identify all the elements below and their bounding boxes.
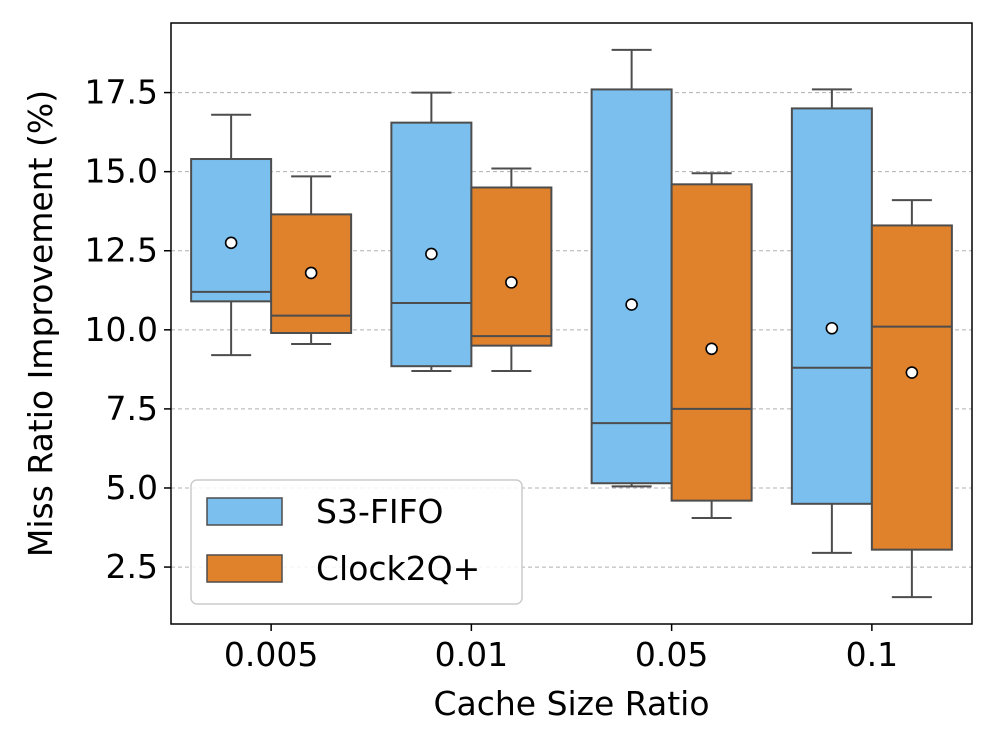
y-axis-title: Miss Ratio Improvement (%) bbox=[21, 90, 60, 557]
y-tick-label: 17.5 bbox=[85, 73, 158, 112]
y-axis: 2.5 5.0 7.5 10.0 12.5 15.0 17.5 bbox=[85, 73, 171, 586]
box-iqr bbox=[870, 224, 953, 551]
box-clock2q--0.01 bbox=[470, 167, 553, 372]
mean-marker bbox=[625, 298, 638, 311]
plot-frame bbox=[170, 22, 973, 625]
legend-label: S3-FIFO bbox=[316, 492, 444, 531]
x-tick-label: 0.05 bbox=[635, 635, 708, 674]
mean-marker bbox=[304, 266, 318, 280]
y-tick-label: 10.0 bbox=[85, 310, 158, 349]
mean-marker bbox=[705, 342, 718, 356]
mean-marker bbox=[905, 366, 919, 379]
box-s3-fifo-0.01 bbox=[390, 91, 473, 372]
x-axis-title: Cache Size Ratio bbox=[433, 684, 709, 723]
box-iqr bbox=[190, 158, 273, 303]
legend: S3-FIFO Clock2Q+ bbox=[190, 479, 523, 605]
x-tick-label: 0.005 bbox=[224, 635, 318, 674]
legend-swatch bbox=[206, 554, 283, 583]
box-iqr bbox=[670, 183, 753, 502]
y-tick-label: 15.0 bbox=[85, 152, 158, 191]
y-tick-label: 7.5 bbox=[106, 389, 158, 428]
x-axis: 0.005 0.01 0.05 0.1 bbox=[224, 624, 898, 674]
box-iqr bbox=[590, 88, 673, 485]
box-clock2q--0.05 bbox=[670, 172, 753, 520]
mean-marker bbox=[224, 236, 238, 250]
y-tick-label: 12.5 bbox=[85, 231, 158, 270]
x-tick-label: 0.1 bbox=[846, 635, 898, 674]
box-s3-fifo-0.05 bbox=[590, 48, 673, 488]
box-s3-fifo-0.1 bbox=[790, 88, 873, 554]
box-iqr bbox=[390, 121, 473, 368]
y-tick-label: 5.0 bbox=[106, 468, 158, 507]
mean-marker bbox=[425, 247, 438, 261]
box-clock2q--0.005 bbox=[270, 175, 353, 346]
legend-swatch bbox=[206, 497, 283, 526]
legend-label: Clock2Q+ bbox=[316, 549, 480, 588]
boxes bbox=[190, 48, 953, 599]
x-tick-label: 0.01 bbox=[435, 635, 508, 674]
y-tick-label: 2.5 bbox=[106, 547, 158, 586]
mean-marker bbox=[505, 276, 518, 289]
box-clock2q--0.1 bbox=[870, 199, 953, 599]
mean-marker bbox=[825, 321, 839, 335]
box-iqr bbox=[790, 107, 873, 505]
box-s3-fifo-0.005 bbox=[190, 113, 273, 357]
box-iqr bbox=[470, 186, 553, 347]
